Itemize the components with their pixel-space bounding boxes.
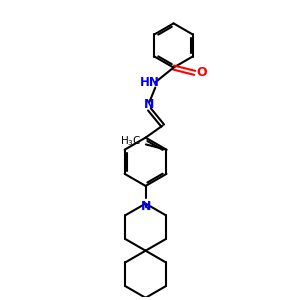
Text: H$_3$C: H$_3$C — [120, 135, 142, 148]
Text: N: N — [144, 98, 154, 111]
Text: O: O — [196, 66, 206, 80]
Text: HN: HN — [140, 76, 160, 89]
Text: N: N — [140, 200, 151, 213]
